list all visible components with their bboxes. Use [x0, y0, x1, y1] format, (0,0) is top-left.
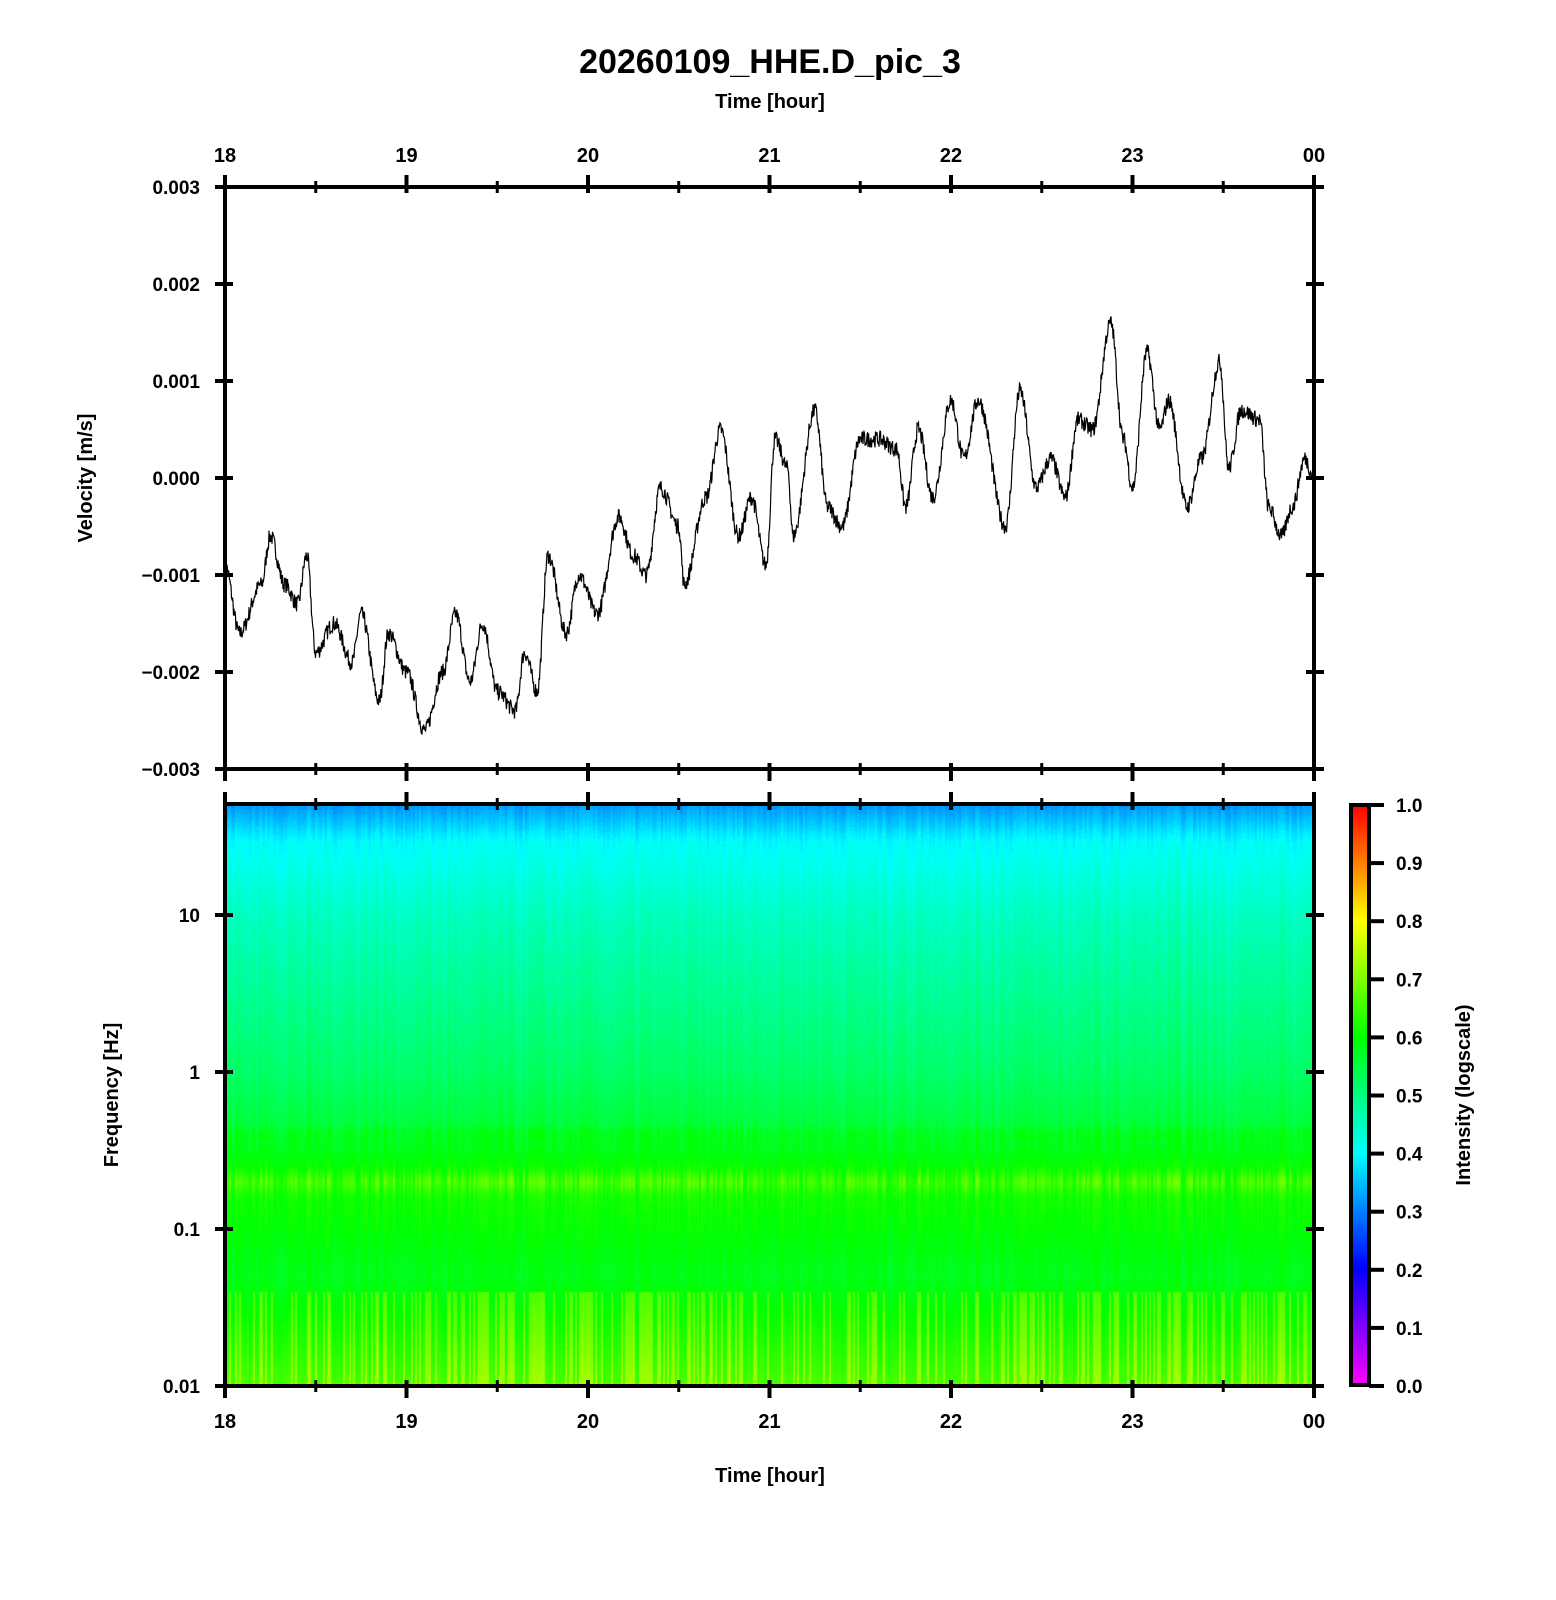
- colorbar-tick-label: 0.5: [1396, 1087, 1423, 1108]
- colorbar-tick-label: 0.6: [1396, 1028, 1422, 1049]
- bottom-x-tick-label: 18: [214, 1411, 236, 1433]
- top-x-tick-label: 22: [940, 145, 962, 167]
- colorbar-tick-label: 0.4: [1396, 1145, 1423, 1166]
- bottom-x-tick-label: 19: [395, 1411, 417, 1433]
- colorbar-tick-label: 0.3: [1396, 1203, 1422, 1224]
- velocity-y-tick-label: 0.001: [152, 372, 200, 393]
- velocity-y-tick-label: −0.003: [141, 760, 200, 781]
- bottom-x-tick-label: 23: [1121, 1411, 1143, 1433]
- velocity-y-tick-label: −0.001: [141, 566, 200, 587]
- colorbar: [1349, 803, 1371, 1387]
- colorbar-tick-label: 1.0: [1396, 796, 1422, 817]
- frequency-y-tick-label: 10: [179, 906, 200, 927]
- colorbar-tick-label: 0.0: [1396, 1377, 1422, 1398]
- top-x-tick-label: 00: [1303, 145, 1325, 167]
- bottom-x-tick-label: 22: [940, 1411, 962, 1433]
- bottom-x-tick-label: 20: [577, 1411, 599, 1433]
- top-x-tick-label: 20: [577, 145, 599, 167]
- velocity-plot-frame: [223, 185, 1316, 771]
- chart-title: 20260109_HHE.D_pic_3: [579, 43, 961, 81]
- spectrogram-heatmap: [227, 806, 1313, 1385]
- colorbar-tick-label: 0.7: [1396, 970, 1422, 991]
- spectrogram-plot-frame: [223, 802, 1316, 1388]
- velocity-y-tick-label: −0.002: [141, 663, 200, 684]
- bottom-x-tick-label: 00: [1303, 1411, 1325, 1433]
- bottom-x-axis-label: Time [hour]: [715, 1465, 825, 1487]
- frequency-y-tick-label: 0.01: [163, 1377, 200, 1398]
- colorbar-tick-label: 0.1: [1396, 1319, 1423, 1340]
- velocity-y-tick-label: 0.003: [152, 178, 200, 199]
- top-x-tick-label: 21: [758, 145, 780, 167]
- top-x-tick-label: 18: [214, 145, 236, 167]
- colorbar-tick-label: 0.9: [1396, 854, 1422, 875]
- velocity-y-tick-label: 0.002: [152, 275, 200, 296]
- top-x-tick-label: 19: [395, 145, 417, 167]
- velocity-y-axis-label: Velocity [m/s]: [75, 414, 97, 543]
- bottom-x-tick-label: 21: [758, 1411, 780, 1433]
- frequency-y-axis-label: Frequency [Hz]: [101, 1023, 123, 1167]
- colorbar-label: Intensity (logscale): [1453, 1004, 1475, 1185]
- velocity-waveform-line: [224, 316, 1315, 736]
- colorbar-tick-label: 0.8: [1396, 912, 1422, 933]
- top-x-tick-label: 23: [1121, 145, 1143, 167]
- frequency-y-tick-label: 1: [189, 1063, 200, 1084]
- colorbar-tick-label: 0.2: [1396, 1261, 1422, 1282]
- frequency-y-tick-label: 0.1: [174, 1220, 201, 1241]
- velocity-y-tick-label: 0.000: [152, 469, 200, 490]
- top-x-axis-label: Time [hour]: [715, 91, 825, 113]
